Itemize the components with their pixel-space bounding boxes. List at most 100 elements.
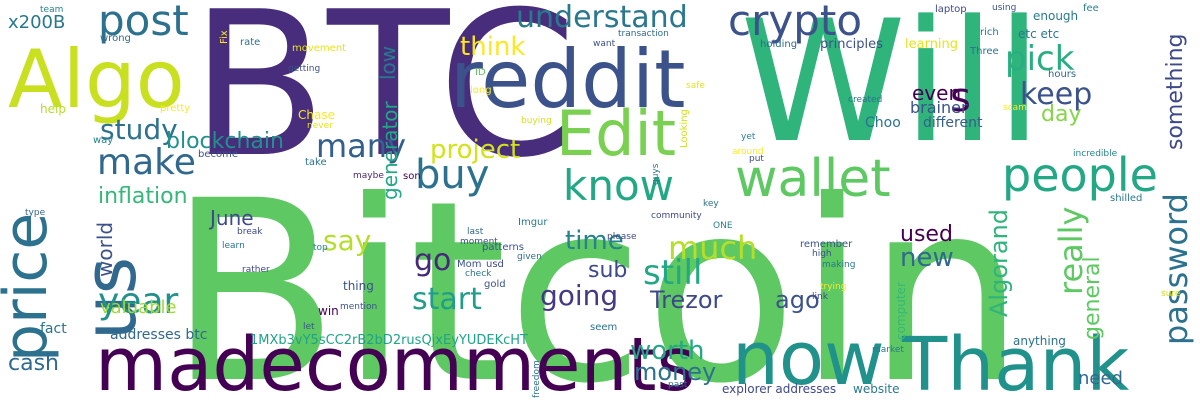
word-trying: trying — [820, 282, 847, 292]
word-hours: hours — [1048, 69, 1077, 80]
word-money: money — [634, 358, 717, 386]
word-learn: learn — [222, 241, 245, 251]
word-one: ONE — [713, 221, 733, 231]
word-s: s — [950, 75, 971, 121]
word-pretty: pretty — [160, 103, 191, 114]
word-reddit: reddit — [450, 33, 686, 126]
word-yet: yet — [741, 132, 756, 142]
word-mom: Mom — [457, 259, 482, 270]
word-chase: Chase — [298, 108, 335, 122]
word-year: year — [98, 281, 179, 322]
word-community: community — [651, 211, 702, 221]
word-will: Will — [740, 0, 1043, 180]
word-password: password — [1157, 193, 1195, 345]
word-way: way — [93, 135, 114, 146]
word-need: need — [1078, 368, 1123, 389]
word-inflation: inflation — [98, 184, 188, 209]
word-wallet: wallet — [735, 149, 891, 209]
word-son: son — [403, 171, 421, 182]
word-principles: principles — [820, 37, 883, 52]
word-freedom: freedom — [532, 360, 542, 398]
word-given: given — [517, 252, 542, 262]
word-ago: ago — [775, 286, 820, 314]
word-safe: safe — [686, 81, 705, 91]
word-brainer: brainer — [910, 98, 968, 117]
word-maybe: maybe — [353, 171, 384, 181]
word-please: please — [607, 232, 637, 242]
word-moment: moment — [460, 237, 498, 247]
word-id: ID — [475, 67, 486, 78]
word-cash: cash — [8, 351, 59, 376]
word-still: still — [643, 253, 703, 293]
word-buy: buy — [415, 152, 490, 198]
word-1mxb-address: 1MXb3vY5sCC2rB2bD2rusQjxEyYUDEKcHT — [250, 333, 528, 348]
word-around: around — [732, 147, 764, 157]
word-fact: fact — [40, 321, 67, 337]
word-usd: usd — [486, 259, 504, 270]
word-start: start — [412, 282, 482, 317]
word-madecomments: madecomments — [95, 322, 696, 400]
word-many: many — [316, 127, 406, 165]
word-transaction: transaction — [618, 29, 669, 39]
word-edit: Edit — [556, 97, 677, 170]
word-keep: keep — [1020, 77, 1093, 112]
word-sub: sub — [588, 258, 628, 283]
word-laptop: laptop — [935, 4, 967, 15]
word-team: team — [40, 5, 64, 15]
word-etc-etc: etc etc — [1018, 27, 1060, 41]
word-much: much — [668, 229, 758, 267]
word-study: study — [100, 113, 178, 146]
word-x200b: x200B — [8, 12, 66, 33]
word-go: go — [414, 243, 452, 278]
word-sure: sure — [1161, 289, 1181, 299]
word-making: making — [822, 260, 856, 270]
word-june: June — [210, 206, 254, 230]
word-explorer-addresses: explorer addresses — [722, 382, 837, 396]
word-rather: rather — [242, 265, 270, 275]
word-day: day — [1041, 102, 1082, 127]
word-enough: enough — [1033, 9, 1079, 23]
word-rich: rich — [980, 27, 999, 38]
word-know: know — [563, 161, 674, 210]
word-btc: BTC — [190, 0, 578, 202]
word-understand: understand — [516, 0, 688, 35]
word-people: people — [1002, 148, 1158, 202]
word-last: last — [467, 227, 484, 237]
word-going: going — [540, 279, 619, 312]
word-now: now — [732, 316, 885, 400]
word-high: high — [812, 249, 832, 259]
word-thing: thing — [343, 279, 374, 293]
word-guys: guys — [651, 163, 661, 185]
word-time: time — [565, 226, 624, 256]
word-general: general — [1080, 256, 1105, 340]
word-type: type — [25, 208, 46, 218]
word-algorand: Algorand — [985, 208, 1013, 317]
word-become: become — [198, 149, 239, 160]
word-seem: seem — [590, 322, 618, 333]
word-rate: rate — [240, 37, 261, 48]
word-website: website — [853, 382, 900, 396]
word-fee: fee — [1083, 3, 1099, 14]
word-new: new — [900, 243, 954, 273]
word-market: market — [872, 345, 904, 355]
word-never: never — [307, 121, 333, 131]
word-worth: worth — [630, 336, 705, 366]
word-help: help — [40, 102, 66, 116]
word-crypto: crypto — [728, 0, 863, 45]
word-something: something — [1163, 33, 1188, 150]
word-even: even — [912, 81, 962, 105]
word-put: put — [749, 154, 764, 164]
word-looking: Looking — [679, 109, 690, 148]
word-take: take — [305, 157, 327, 168]
word-three: Three — [970, 46, 999, 57]
word-shilled: shilled — [1110, 193, 1143, 204]
word-scam: scam — [1003, 103, 1027, 113]
word-gold: gold — [484, 279, 506, 290]
word-wrong: wrong — [100, 33, 131, 44]
word-choo: Choo — [865, 115, 901, 131]
word-past: past — [668, 380, 688, 390]
word-win: win — [318, 304, 339, 318]
word-blockchain: blockchain — [166, 129, 284, 154]
word-fix: Fix — [219, 30, 230, 44]
